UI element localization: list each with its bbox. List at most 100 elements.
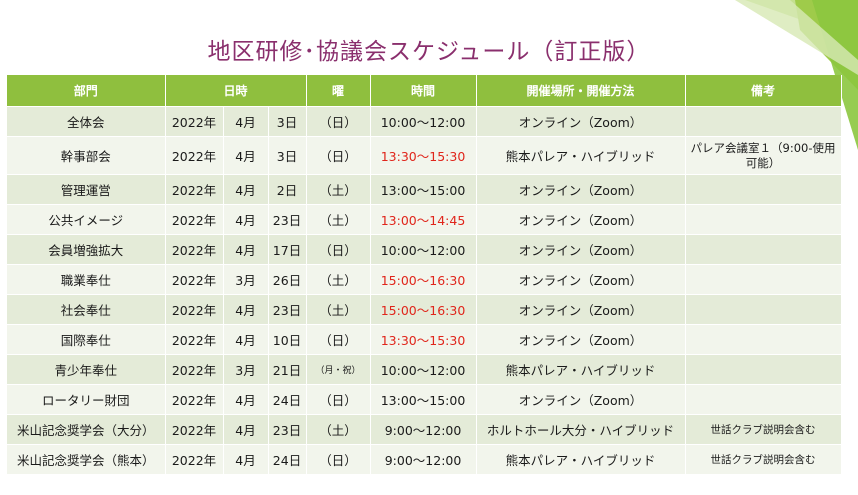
cell-weekday: （土）: [306, 294, 371, 325]
cell-note: [685, 354, 842, 385]
cell-day: 26日: [268, 264, 307, 295]
table-header-row: 部門 日時 曜 時間 開催場所・開催方法 備考: [7, 75, 842, 107]
cell-year: 2022年: [165, 384, 224, 415]
table-row: 会員増強拡大 2022年 4月 17日 （日） 10:00～12:00 オンライン（Zoom…: [7, 234, 842, 265]
cell-time: 10:00～12:00: [370, 106, 477, 137]
cell-dept: 米山記念奨学会（熊本）: [7, 444, 166, 474]
cell-day: 23日: [268, 294, 307, 325]
cell-time: 10:00～12:00: [370, 234, 477, 265]
header-weekday: 曜: [306, 75, 371, 107]
cell-note: [685, 204, 842, 235]
cell-day: 3日: [268, 136, 307, 175]
cell-dept: 青少年奉仕: [7, 354, 166, 385]
cell-day: 21日: [268, 354, 307, 385]
cell-weekday: （月・祝）: [306, 354, 371, 385]
cell-year: 2022年: [165, 106, 224, 137]
cell-dept: ロータリー財団: [7, 384, 166, 415]
header-place: 開催場所・開催方法: [476, 75, 686, 107]
header-datetime: 日時: [165, 75, 307, 107]
table-row: 職業奉仕 2022年 3月 26日 （土） 15:00～16:30 オンライン（Zoom）: [7, 264, 842, 295]
cell-month: 4月: [223, 136, 269, 175]
cell-month: 4月: [223, 444, 269, 474]
cell-note: [685, 324, 842, 355]
cell-year: 2022年: [165, 174, 224, 205]
cell-place: オンライン（Zoom）: [476, 106, 686, 137]
cell-place: 熊本パレア・ハイブリッド: [476, 136, 686, 175]
header-dept: 部門: [7, 75, 166, 107]
page-title: 地区研修･協議会スケジュール（訂正版）: [207, 39, 651, 65]
cell-weekday: （土）: [306, 414, 371, 445]
cell-note: [685, 234, 842, 265]
cell-note: [685, 106, 842, 137]
cell-day: 23日: [268, 204, 307, 235]
cell-time: 13:30～15:30: [370, 136, 477, 175]
cell-day: 10日: [268, 324, 307, 355]
table-row: 全体会 2022年 4月 3日 （日） 10:00～12:00 オンライン（Zoom）: [7, 106, 842, 137]
table-row: 青少年奉仕 2022年 3月 21日 （月・祝） 10:00～12:00 熊本パレア・ハイブ…: [7, 354, 842, 385]
cell-weekday: （日）: [306, 234, 371, 265]
cell-time: 13:00～14:45: [370, 204, 477, 235]
cell-dept: 会員増強拡大: [7, 234, 166, 265]
cell-weekday: （土）: [306, 264, 371, 295]
cell-weekday: （土）: [306, 174, 371, 205]
cell-dept: 幹事部会: [7, 136, 166, 175]
cell-month: 4月: [223, 234, 269, 265]
cell-dept: 職業奉仕: [7, 264, 166, 295]
cell-note: 世話クラブ説明会含む: [685, 444, 842, 474]
table-row: 幹事部会 2022年 4月 3日 （日） 13:30～15:30 熊本パレア・ハイブリッドパ…: [7, 136, 842, 175]
cell-dept: 管理運営: [7, 174, 166, 205]
deco-shape-pale: [735, 0, 858, 75]
cell-place: オンライン（Zoom）: [476, 294, 686, 325]
cell-year: 2022年: [165, 444, 224, 474]
cell-place: オンライン（Zoom）: [476, 384, 686, 415]
cell-time: 9:00～12:00: [370, 414, 477, 445]
cell-place: オンライン（Zoom）: [476, 234, 686, 265]
cell-month: 4月: [223, 106, 269, 137]
cell-weekday: （日）: [306, 106, 371, 137]
cell-year: 2022年: [165, 294, 224, 325]
schedule-table: 部門 日時 曜 時間 開催場所・開催方法 備考 全体会 2022年 4月 3日 （日） 1…: [7, 75, 842, 474]
cell-dept: 社会奉仕: [7, 294, 166, 325]
cell-dept: 公共イメージ: [7, 204, 166, 235]
cell-place: オンライン（Zoom）: [476, 264, 686, 295]
cell-place: ホルトホール大分・ハイブリッド: [476, 414, 686, 445]
cell-note: [685, 264, 842, 295]
cell-day: 2日: [268, 174, 307, 205]
cell-time: 10:00～12:00: [370, 354, 477, 385]
cell-day: 17日: [268, 234, 307, 265]
cell-time: 9:00～12:00: [370, 444, 477, 474]
cell-year: 2022年: [165, 324, 224, 355]
cell-place: オンライン（Zoom）: [476, 174, 686, 205]
cell-dept: 全体会: [7, 106, 166, 137]
table-row: 米山記念奨学会（熊本） 2022年 4月 24日 （日） 9:00～12:00 熊本パレア・…: [7, 444, 842, 474]
cell-dept: 国際奉仕: [7, 324, 166, 355]
cell-weekday: （日）: [306, 444, 371, 474]
table-row: 公共イメージ 2022年 4月 23日 （土） 13:00～14:45 オンライン（Zoom…: [7, 204, 842, 235]
cell-year: 2022年: [165, 136, 224, 175]
cell-month: 4月: [223, 384, 269, 415]
cell-month: 3月: [223, 354, 269, 385]
cell-month: 4月: [223, 294, 269, 325]
cell-month: 4月: [223, 324, 269, 355]
cell-place: オンライン（Zoom）: [476, 204, 686, 235]
table-row: 管理運営 2022年 4月 2日 （土） 13:00～15:00 オンライン（Zoom）: [7, 174, 842, 205]
table-row: ロータリー財団 2022年 4月 24日 （日） 13:00～15:00 オンライン（Zoo…: [7, 384, 842, 415]
cell-time: 15:00～16:30: [370, 264, 477, 295]
cell-place: 熊本パレア・ハイブリッド: [476, 354, 686, 385]
cell-day: 24日: [268, 384, 307, 415]
cell-day: 23日: [268, 414, 307, 445]
cell-year: 2022年: [165, 354, 224, 385]
cell-note: [685, 174, 842, 205]
cell-place: 熊本パレア・ハイブリッド: [476, 444, 686, 474]
cell-time: 13:00～15:00: [370, 174, 477, 205]
cell-time: 15:00～16:30: [370, 294, 477, 325]
cell-day: 3日: [268, 106, 307, 137]
cell-time: 13:00～15:00: [370, 384, 477, 415]
cell-month: 3月: [223, 264, 269, 295]
cell-year: 2022年: [165, 414, 224, 445]
table-row: 社会奉仕 2022年 4月 23日 （土） 15:00～16:30 オンライン（Zoom）: [7, 294, 842, 325]
header-note: 備考: [685, 75, 842, 107]
cell-place: オンライン（Zoom）: [476, 324, 686, 355]
cell-weekday: （日）: [306, 324, 371, 355]
